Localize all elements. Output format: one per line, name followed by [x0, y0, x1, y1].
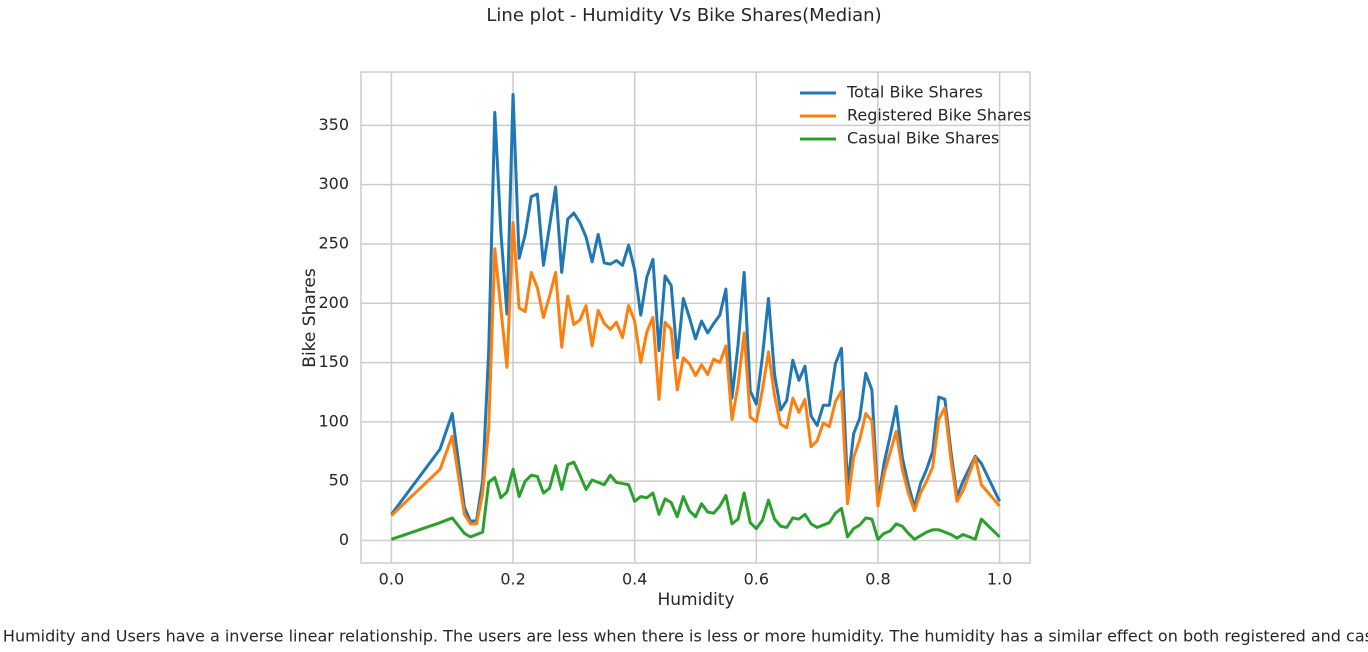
- series-line: [390, 460, 1001, 541]
- x-tick-label: 0.4: [622, 570, 647, 589]
- y-tick-label: 300: [318, 174, 349, 193]
- y-tick-label: 200: [318, 293, 349, 312]
- x-tick-label: 0.2: [500, 570, 525, 589]
- y-tick-label: 0: [339, 530, 349, 549]
- y-tick-label: 250: [318, 233, 349, 252]
- x-tick-label: 0.8: [865, 570, 890, 589]
- y-axis-label: Bike Shares: [300, 268, 320, 368]
- chart-title: Line plot - Humidity Vs Bike Shares(Medi…: [486, 5, 881, 26]
- legend-label: Casual Bike Shares: [847, 129, 999, 148]
- legend-label: Total Bike Shares: [846, 83, 983, 102]
- legend-label: Registered Bike Shares: [847, 106, 1031, 125]
- x-tick-label: 0.0: [379, 570, 404, 589]
- plot-frame: [360, 71, 1031, 564]
- y-tick-label: 100: [318, 411, 349, 430]
- x-axis-label: Humidity: [657, 590, 734, 610]
- y-tick-label: 50: [329, 471, 349, 490]
- series-line: [390, 93, 1001, 523]
- series-line: [390, 221, 1001, 526]
- y-tick-label: 350: [318, 115, 349, 134]
- note: Inference: Humidity and Users have a inv…: [0, 627, 1368, 646]
- x-tick-label: 1.0: [987, 570, 1012, 589]
- x-tick-label: 0.6: [744, 570, 769, 589]
- y-tick-label: 150: [318, 352, 349, 371]
